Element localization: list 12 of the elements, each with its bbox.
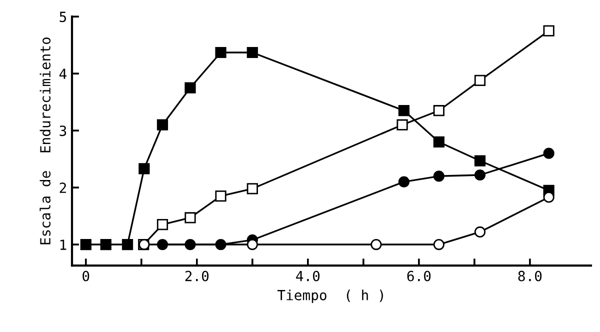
x-tick-label: 0 (82, 270, 90, 282)
y-tick-label: 2 (60, 182, 66, 193)
y-axis-title: Escala de Endurecimiento (40, 38, 51, 244)
y-tick-label: 5 (60, 12, 66, 22)
y-tick-label: 3 (60, 126, 66, 136)
x-tick-label: 8.0 (518, 270, 542, 282)
y-tick-label: 1 (60, 240, 66, 250)
x-tick-label: 4.0 (296, 270, 320, 282)
x-axis-title: Tiempo ( h ) (277, 290, 383, 304)
x-tick-label: 2.0 (185, 270, 209, 282)
y-tick-label: 4 (59, 68, 66, 79)
x-tick-label: 6.0 (407, 270, 431, 282)
